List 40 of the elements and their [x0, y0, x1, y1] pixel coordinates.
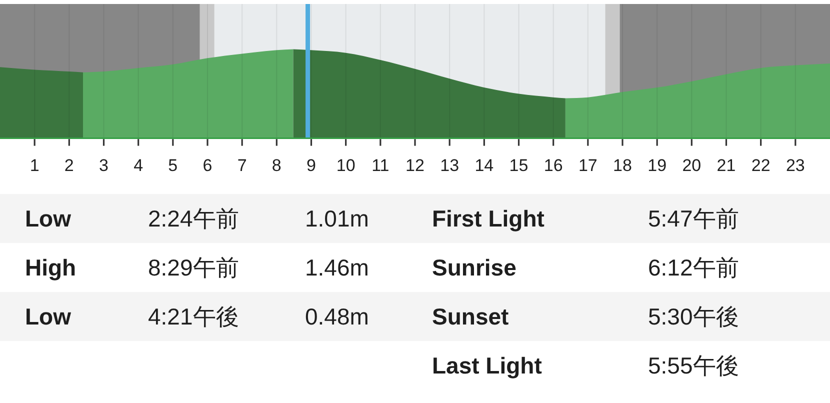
table-value: 0.48m [305, 304, 369, 330]
x-tick-label: 10 [336, 156, 356, 175]
table-value: 4:21午後 [148, 304, 239, 330]
x-tick-label: 19 [648, 156, 667, 175]
table-value: 8:29午前 [148, 254, 239, 280]
x-tick-label: 15 [509, 156, 528, 175]
x-tick-label: 22 [751, 156, 770, 175]
table-value: 1.46m [305, 254, 369, 280]
table-label: High [25, 254, 76, 280]
table-value: 5:30午後 [648, 304, 739, 330]
x-tick-label: 4 [134, 156, 144, 175]
table-label: Sunset [432, 304, 509, 330]
table-value: 6:12午前 [648, 254, 739, 280]
table-value: 1.01m [305, 206, 369, 232]
x-tick-label: 13 [440, 156, 460, 175]
x-tick-label: 23 [786, 156, 805, 175]
x-tick-label: 11 [372, 156, 390, 175]
x-tick-label: 17 [578, 156, 598, 175]
x-tick-label: 7 [237, 156, 247, 175]
table-value: 5:47午前 [648, 206, 739, 232]
x-tick-label: 20 [682, 156, 702, 175]
table-label: Sunrise [432, 254, 516, 280]
x-tick-label: 6 [202, 156, 212, 175]
x-tick-label: 9 [306, 156, 316, 175]
x-tick-label: 3 [99, 156, 108, 175]
x-tick-label: 2 [64, 156, 74, 175]
x-tick-label: 1 [30, 156, 40, 175]
x-tick-label: 18 [613, 156, 632, 175]
table-label: Last Light [432, 352, 542, 378]
x-tick-label: 5 [168, 156, 178, 175]
table-label: Low [25, 206, 71, 232]
x-tick-label: 21 [716, 156, 736, 175]
table-label: Low [25, 304, 71, 330]
table-value: 2:24午前 [148, 206, 239, 232]
table-label: First Light [432, 206, 544, 232]
x-tick-label: 16 [544, 156, 563, 175]
table-value: 5:55午後 [648, 352, 739, 378]
x-tick-label: 12 [406, 156, 424, 175]
x-tick-label: 14 [474, 156, 494, 175]
x-tick-label: 8 [272, 156, 282, 175]
